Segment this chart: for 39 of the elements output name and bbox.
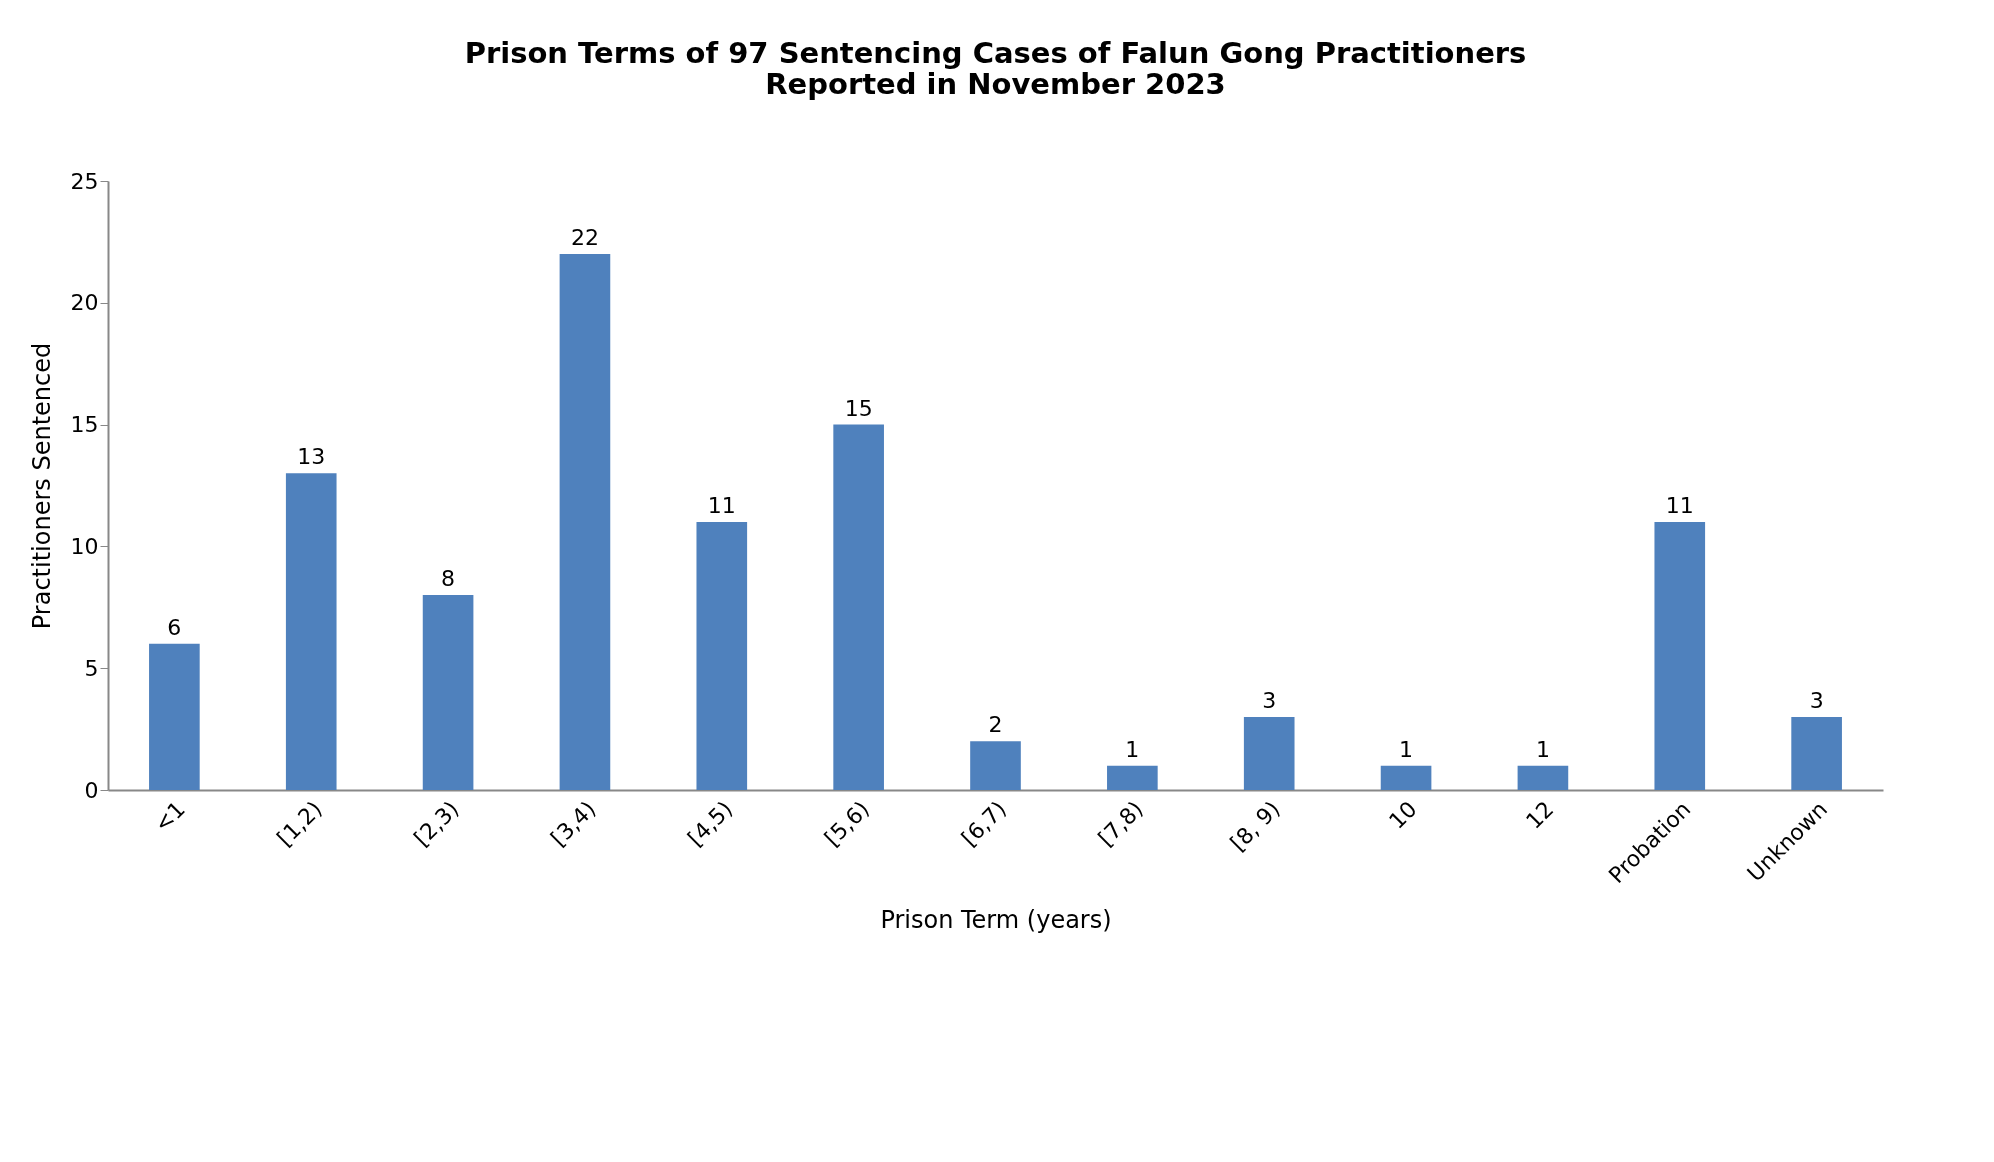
bar — [149, 643, 200, 790]
x-tick-label: 10 — [1384, 796, 1422, 834]
bar — [1380, 765, 1432, 790]
bar — [285, 473, 337, 790]
bar — [970, 741, 1021, 790]
x-axis-title: Prison Term (years) — [880, 906, 1112, 935]
y-tick-label: 25 — [70, 168, 99, 194]
data-label: 13 — [297, 444, 326, 470]
data-label: 6 — [167, 614, 182, 640]
y-axis-title: Practitioners Sentenced — [27, 342, 56, 630]
x-tick-label: 12 — [1521, 796, 1559, 834]
data-label: 3 — [1262, 687, 1277, 713]
data-label: 8 — [441, 566, 456, 592]
bar — [422, 595, 474, 790]
data-label: 2 — [988, 712, 1003, 738]
data-label: 1 — [1535, 736, 1550, 762]
x-tick-label: [8, 9) — [1225, 796, 1285, 856]
y-tick-label: 0 — [84, 777, 99, 803]
y-tick-label: 10 — [70, 533, 99, 559]
y-tick-label: 20 — [70, 290, 99, 316]
bar — [559, 254, 611, 790]
data-label: 11 — [707, 493, 736, 519]
data-label: 1 — [1125, 736, 1140, 762]
x-tick-label: <1 — [149, 796, 190, 837]
bar — [1517, 765, 1569, 790]
y-tick-label: 5 — [84, 655, 99, 681]
data-label: 15 — [844, 395, 873, 421]
chart-title: Prison Terms of 97 Sentencing Cases of Falun Gong Practitioners Reported in November 2023 — [464, 36, 1527, 101]
data-label: 22 — [570, 225, 599, 251]
data-label: 1 — [1399, 736, 1414, 762]
y-tick-label: 15 — [70, 412, 99, 438]
data-label: 11 — [1665, 493, 1694, 519]
bar — [1243, 716, 1295, 790]
bar — [1107, 765, 1158, 790]
bar — [1791, 716, 1842, 790]
bar — [833, 424, 884, 790]
bar — [696, 522, 748, 790]
bar — [1654, 522, 1706, 790]
data-label: 3 — [1809, 687, 1824, 713]
